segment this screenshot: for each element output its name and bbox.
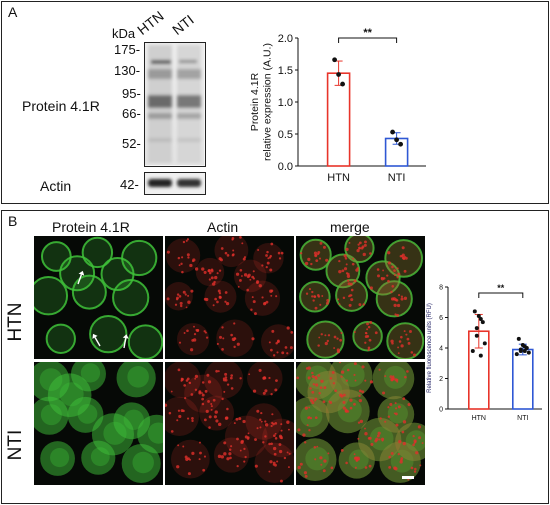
kda-label: kDa — [112, 26, 136, 41]
data-point — [332, 57, 337, 63]
data-point — [518, 349, 523, 354]
y-tick-label: 1.5 — [278, 65, 293, 77]
data-point — [514, 352, 519, 357]
micrograph-htn-protein — [34, 236, 163, 359]
data-point — [476, 313, 481, 318]
data-point — [474, 326, 479, 331]
micrograph-nti-actin — [165, 362, 294, 485]
y-tick-label: 0 — [439, 406, 443, 413]
y-tick-label: 1.0 — [278, 97, 293, 109]
category-label-nti: NTI — [388, 172, 406, 184]
y-tick-label: 0.5 — [278, 129, 293, 141]
significance-label: ** — [497, 283, 505, 293]
arrow-icon — [77, 270, 85, 285]
y-tick-label: 4 — [439, 345, 443, 352]
micrograph-nti-protein — [34, 362, 163, 485]
scale-bar — [402, 476, 414, 479]
data-point — [480, 320, 485, 325]
row-label-htn: HTN — [5, 302, 26, 342]
y-tick-label: 0.0 — [278, 161, 293, 173]
actin-blot — [144, 172, 206, 195]
data-point — [478, 317, 483, 322]
actin-marker: 42- — [120, 177, 139, 192]
y-tick-label: 2 — [439, 376, 443, 383]
category-label-htn: HTN — [472, 415, 486, 422]
column-title-actin: Actin — [207, 219, 239, 235]
protein-blot — [144, 42, 206, 167]
y-tick-label: 2.0 — [278, 33, 293, 45]
marker-175: 175- — [114, 42, 141, 57]
bar-nti — [512, 348, 534, 410]
fluorescence-chart: 0 2 4 6 8 HTN NTI ** Relative fluorescence units… — [427, 283, 542, 422]
actin-label: Actin — [40, 178, 72, 194]
data-point — [472, 309, 477, 314]
arrow-icon — [122, 334, 129, 349]
marker-130: 130- — [114, 63, 141, 78]
data-point — [522, 349, 527, 354]
y-axis-label: relative expression (A.U.) — [262, 43, 274, 161]
arrow-icon — [92, 333, 101, 347]
category-label-nti: NTI — [517, 415, 528, 422]
panel-a: A kDa HTN NTI 175- 130- 95- 66- 52- Prot… — [1, 1, 549, 204]
marker-52: 52- — [122, 136, 141, 151]
micrograph-htn-actin — [165, 236, 294, 359]
row-label-nti: NTI — [5, 429, 26, 461]
micrograph-nti-merge — [296, 362, 425, 485]
significance-bracket — [478, 292, 524, 298]
y-axis-label: Relative fluorescence units (RFU) — [427, 303, 433, 393]
y-tick-label: 6 — [439, 315, 443, 322]
data-point — [336, 72, 341, 77]
data-point — [482, 341, 487, 346]
data-point — [478, 353, 483, 358]
data-point — [394, 137, 399, 143]
panel-b: B Protein 4.1R Actin merge HTN NTI 0 2 4 6 8… — [1, 210, 549, 504]
data-point — [340, 81, 345, 87]
lane-label-htn: HTN — [134, 7, 167, 38]
data-point — [474, 333, 479, 338]
marker-66: 66- — [122, 106, 141, 121]
panel-a-label: A — [8, 4, 18, 20]
protein-expression-chart: 0.0 0.5 1.0 1.5 2.0 HTN NTI ** Protein 4.1R relat… — [249, 27, 426, 184]
data-point — [526, 350, 531, 355]
significance-label: ** — [363, 27, 372, 39]
category-label-htn: HTN — [327, 172, 350, 184]
data-point — [390, 129, 395, 135]
data-point — [398, 141, 403, 147]
micrograph-htn-merge — [296, 236, 425, 359]
marker-95: 95- — [122, 86, 141, 101]
significance-bracket — [338, 37, 398, 43]
panel-b-label: B — [8, 213, 18, 229]
bar-htn — [326, 72, 351, 167]
y-tick-label: 8 — [439, 284, 443, 291]
data-point — [522, 344, 527, 349]
column-title-merge: merge — [330, 219, 370, 235]
y-axis-label: Protein 4.1R — [249, 72, 261, 131]
protein-label: Protein 4.1R — [22, 98, 100, 114]
column-title-protein: Protein 4.1R — [52, 219, 130, 235]
data-point — [516, 336, 521, 341]
data-point — [470, 349, 475, 354]
lane-label-nti: NTI — [169, 11, 197, 39]
